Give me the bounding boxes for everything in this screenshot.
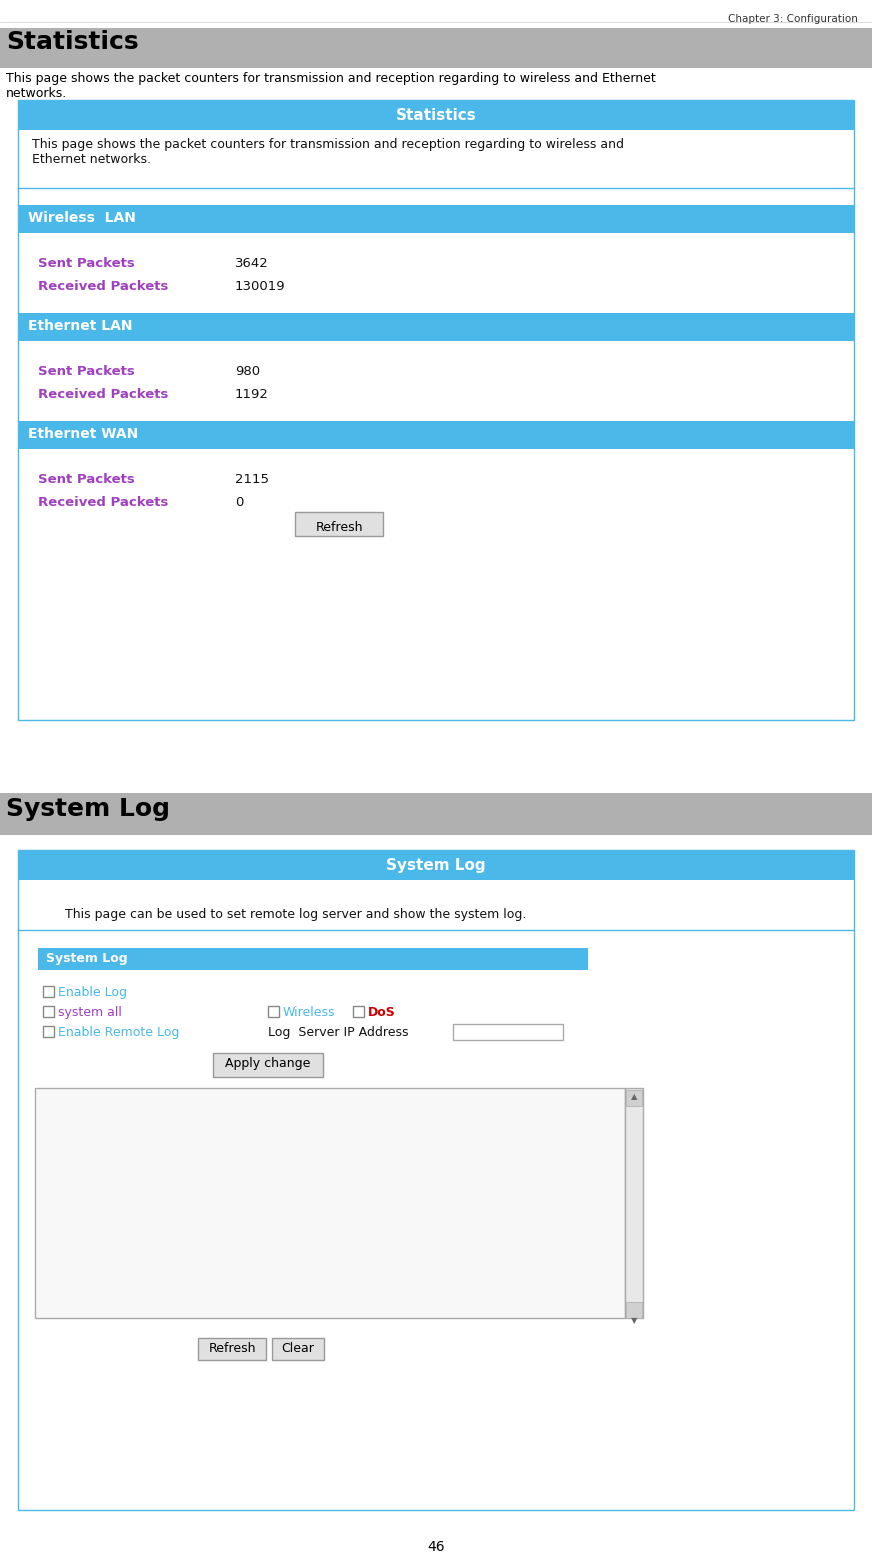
Text: system all: system all	[58, 1006, 122, 1019]
Text: 3642: 3642	[235, 257, 269, 271]
Bar	[0, 793, 872, 835]
Text: This page shows the packet counters for transmission and reception regarding to : This page shows the packet counters for …	[6, 72, 656, 100]
Text: 2115: 2115	[235, 473, 269, 487]
Text: Received Packets: Received Packets	[38, 389, 168, 401]
Text: 980: 980	[235, 365, 260, 378]
Bar	[35, 1088, 625, 1319]
Text: Sent Packets: Sent Packets	[38, 473, 135, 487]
Bar	[18, 100, 854, 720]
Text: Ethernet LAN: Ethernet LAN	[28, 319, 133, 333]
Bar	[626, 1090, 642, 1106]
Bar	[18, 851, 854, 880]
Bar	[18, 851, 854, 1510]
Bar	[198, 1337, 266, 1361]
Text: Received Packets: Received Packets	[38, 496, 168, 508]
Text: Apply change: Apply change	[225, 1057, 310, 1070]
Text: Refresh: Refresh	[208, 1342, 255, 1354]
Text: 1192: 1192	[235, 389, 269, 401]
Bar	[43, 1026, 54, 1037]
Text: Statistics: Statistics	[396, 107, 476, 123]
Text: This page shows the packet counters for transmission and reception regarding to : This page shows the packet counters for …	[32, 138, 624, 166]
Bar	[268, 1006, 279, 1017]
Text: 46: 46	[427, 1539, 445, 1553]
Text: Wireless: Wireless	[283, 1006, 336, 1019]
Bar	[0, 28, 872, 68]
Text: 130019: 130019	[235, 280, 286, 292]
Text: Log  Server IP Address: Log Server IP Address	[268, 1026, 408, 1039]
Text: DoS: DoS	[368, 1006, 396, 1019]
Text: System Log: System Log	[6, 798, 170, 821]
Bar	[453, 1025, 563, 1040]
Text: ▲: ▲	[630, 1092, 637, 1101]
Bar	[272, 1337, 324, 1361]
Text: Sent Packets: Sent Packets	[38, 257, 135, 271]
Text: Refresh: Refresh	[316, 521, 363, 533]
Text: This page can be used to set remote log server and show the system log.: This page can be used to set remote log …	[65, 908, 527, 921]
Bar	[43, 986, 54, 997]
Bar	[18, 421, 854, 449]
Text: 0: 0	[235, 496, 243, 508]
Text: Enable Remote Log: Enable Remote Log	[58, 1026, 180, 1039]
Text: Enable Log: Enable Log	[58, 986, 127, 998]
Bar	[626, 1302, 642, 1319]
Bar	[18, 313, 854, 341]
Bar	[625, 1088, 643, 1319]
Bar	[38, 949, 588, 970]
Bar	[213, 1053, 323, 1078]
Bar	[353, 1006, 364, 1017]
Text: Ethernet WAN: Ethernet WAN	[28, 428, 139, 442]
Text: Sent Packets: Sent Packets	[38, 365, 135, 378]
Bar	[18, 100, 854, 131]
Text: Statistics: Statistics	[6, 30, 139, 54]
Text: Clear: Clear	[282, 1342, 315, 1354]
Text: Wireless  LAN: Wireless LAN	[28, 211, 136, 225]
Text: Received Packets: Received Packets	[38, 280, 168, 292]
Text: ▼: ▼	[630, 1316, 637, 1325]
Text: System Log: System Log	[386, 858, 486, 872]
Text: Chapter 3: Configuration: Chapter 3: Configuration	[728, 14, 858, 23]
Bar	[18, 205, 854, 233]
Bar	[43, 1006, 54, 1017]
Bar	[295, 512, 383, 536]
Text: System Log: System Log	[46, 952, 127, 966]
